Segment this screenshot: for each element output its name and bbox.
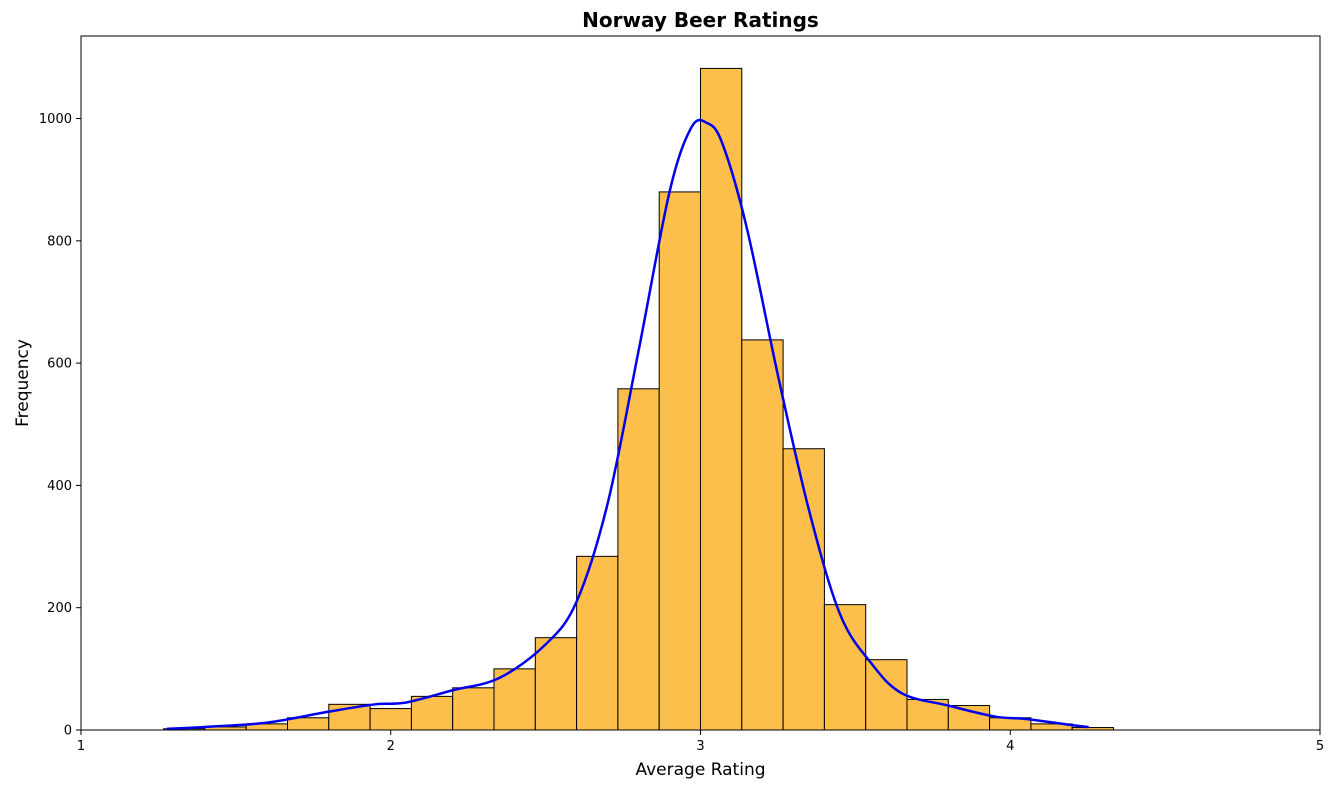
histogram-bar <box>865 659 908 731</box>
histogram-bar <box>947 705 991 731</box>
y-tick-label: 600 <box>47 357 72 372</box>
bars-group <box>163 67 1114 731</box>
histogram-bar <box>534 637 578 731</box>
histogram-bar <box>287 717 330 731</box>
x-tick-label: 1 <box>77 739 85 754</box>
y-tick-label: 200 <box>47 601 72 616</box>
histogram-bar <box>658 191 702 731</box>
x-tick-label: 3 <box>696 739 704 754</box>
histogram-bar <box>741 339 784 731</box>
chart-title: Norway Beer Ratings <box>582 8 819 32</box>
x-axis-ticks: 1 2 3 4 5 <box>77 730 1324 754</box>
x-axis-label: Average Rating <box>635 760 765 780</box>
histogram-bar <box>617 388 660 731</box>
y-axis-label: Frequency <box>13 339 33 427</box>
y-tick-label: 800 <box>47 234 72 249</box>
y-axis-ticks: 0 200 400 600 800 1000 <box>39 112 81 739</box>
y-tick-label: 400 <box>47 479 72 494</box>
y-tick-label: 1000 <box>39 112 72 127</box>
histogram-bar <box>700 67 743 731</box>
x-tick-label: 2 <box>387 739 395 754</box>
histogram-bar <box>410 695 454 731</box>
histogram-bar <box>452 687 495 731</box>
histogram-bar <box>782 448 825 731</box>
histogram-bar <box>369 708 412 731</box>
x-tick-label: 5 <box>1316 739 1324 754</box>
kde-curve <box>166 118 1089 731</box>
histogram-bar <box>576 555 619 731</box>
x-tick-label: 4 <box>1006 739 1014 754</box>
y-tick-label: 0 <box>64 724 72 739</box>
